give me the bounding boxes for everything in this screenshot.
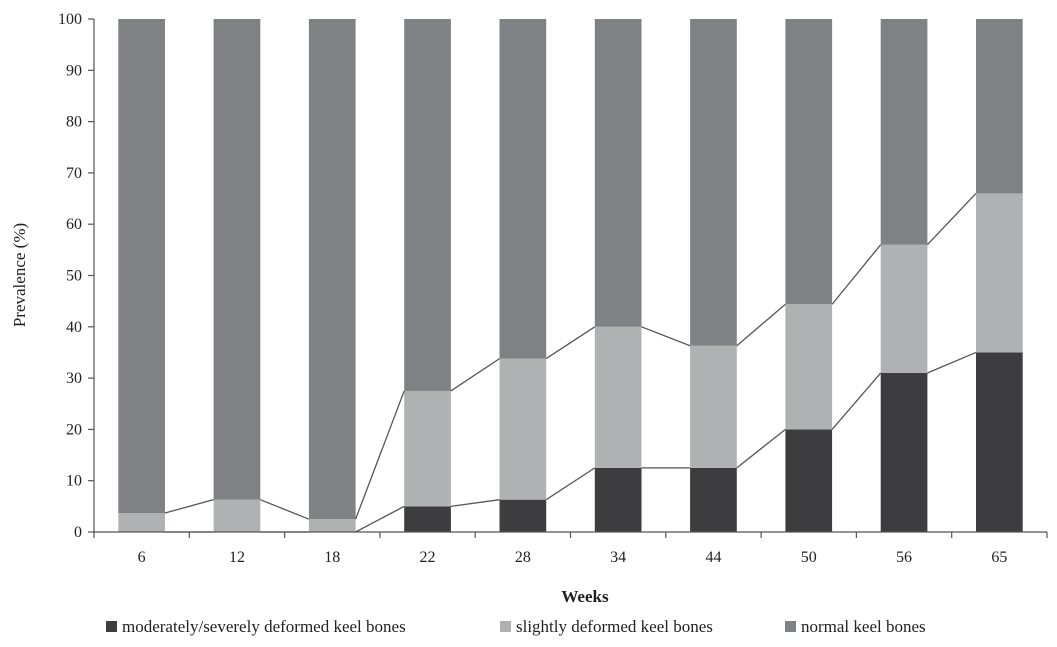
bar-normal-34	[594, 19, 642, 327]
connector-line-slight-4	[545, 326, 596, 360]
bar-normal-44	[690, 19, 737, 346]
bar-slight-34	[594, 326, 642, 468]
bar-normal-56	[880, 19, 928, 245]
y-axis-title: Prevalence (%)	[10, 223, 29, 327]
y-tick-label-100: 100	[58, 11, 82, 28]
bar-severe-28	[499, 499, 547, 532]
x-tick-label-44: 44	[705, 549, 721, 566]
bar-slight-65	[976, 193, 1023, 353]
y-tick-label-0: 0	[74, 524, 82, 541]
legend-swatch-2	[785, 621, 796, 632]
connector-line-slight-5	[641, 326, 691, 347]
y-tick-label-80: 80	[66, 114, 82, 131]
x-tick-label-34: 34	[610, 549, 626, 566]
bar-severe-56	[880, 372, 928, 532]
bar-severe-65	[976, 352, 1023, 532]
bar-severe-50	[785, 429, 833, 532]
y-tick-label-50: 50	[66, 268, 82, 285]
connector-line-slight-0	[164, 499, 214, 514]
connector-line-severe-4	[545, 467, 596, 501]
connector-line-severe-6	[736, 428, 786, 469]
x-tick-label-50: 50	[801, 549, 817, 566]
connector-line-severe-3	[450, 499, 500, 507]
y-tick-label-90: 90	[66, 62, 82, 79]
bar-normal-65	[976, 19, 1023, 194]
connector-line-slight-2	[354, 390, 405, 520]
connector-line-slight-8	[926, 192, 977, 246]
plot-area	[118, 19, 1023, 533]
bar-severe-44	[690, 467, 737, 532]
legend-swatch-1	[500, 621, 511, 632]
bar-severe-34	[594, 467, 642, 532]
x-tick-label-6: 6	[138, 549, 146, 566]
legend-label-0: moderately/severely deformed keel bones	[122, 617, 406, 636]
bar-slight-28	[499, 358, 547, 500]
bar-slight-18	[308, 519, 356, 532]
bar-slight-6	[118, 513, 165, 532]
connector-line-severe-8	[927, 351, 977, 374]
y-tick-label-20: 20	[66, 421, 82, 438]
x-axis-title: Weeks	[561, 587, 609, 606]
y-tick-label-60: 60	[66, 216, 82, 233]
connector-line-severe-2	[355, 505, 405, 533]
bar-slight-44	[690, 345, 737, 468]
bar-normal-18	[308, 19, 356, 520]
bar-normal-22	[404, 19, 451, 391]
bar-normal-6	[118, 19, 165, 514]
connector-line-slight-1	[260, 499, 310, 520]
bar-severe-22	[404, 506, 451, 532]
legend-label-1: slightly deformed keel bones	[516, 617, 713, 636]
axes: 0 10 20 30 40 50 60 70 80 90 100 6 12 18 22 28 34 44 50 56 6…	[58, 11, 1048, 566]
connector-line-slight-3	[450, 358, 500, 392]
legend-swatch-0	[106, 621, 117, 632]
connector-line-slight-6	[736, 303, 786, 347]
x-tick-label-18: 18	[324, 549, 340, 566]
x-tick-label-22: 22	[420, 549, 436, 566]
legend: moderately/severely deformed keel bones s…	[106, 617, 926, 636]
x-tick-label-28: 28	[515, 549, 531, 566]
y-tick-label-40: 40	[66, 319, 82, 336]
x-tick-label-12: 12	[229, 549, 245, 566]
bar-normal-28	[499, 19, 547, 359]
y-tick-label-70: 70	[66, 165, 82, 182]
bar-slight-12	[213, 499, 261, 532]
bar-normal-12	[213, 19, 261, 500]
connector-line-severe-7	[831, 372, 882, 430]
y-tick-label-30: 30	[66, 370, 82, 387]
legend-label-2: normal keel bones	[801, 617, 926, 636]
y-tick-label-10: 10	[66, 473, 82, 490]
x-tick-label-56: 56	[896, 549, 912, 566]
bar-slight-50	[785, 304, 833, 430]
x-tick-label-65: 65	[991, 549, 1007, 566]
bar-slight-22	[404, 390, 451, 507]
bar-slight-56	[880, 244, 928, 373]
connector-line-slight-7	[831, 244, 882, 305]
bar-normal-50	[785, 19, 833, 305]
